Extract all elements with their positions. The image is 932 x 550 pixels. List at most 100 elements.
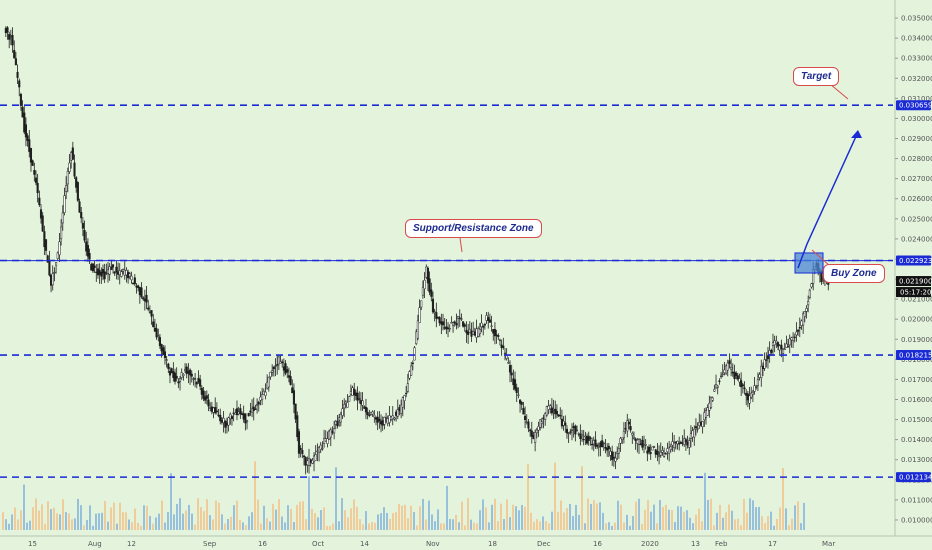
volume-bar <box>401 505 403 530</box>
candle-body <box>274 365 277 367</box>
candle-body <box>793 336 796 339</box>
candle-body <box>569 431 572 433</box>
volume-bar <box>452 519 454 530</box>
volume-bar <box>149 515 151 530</box>
target-callout: Target <box>793 67 840 86</box>
level-label: 0.030659 <box>899 102 932 110</box>
candle-body <box>363 406 366 409</box>
candle-body <box>396 409 399 417</box>
candle-body <box>626 420 629 432</box>
volume-bar <box>518 510 520 530</box>
volume-bar <box>389 518 391 530</box>
volume-bar <box>98 513 100 530</box>
candle-body <box>381 420 384 426</box>
candle-body <box>13 50 16 59</box>
candle-body <box>336 420 339 426</box>
volume-bar <box>266 518 268 530</box>
volume-bar <box>629 525 631 530</box>
candle-body <box>545 406 548 416</box>
volume-bar <box>311 508 313 530</box>
candle-body <box>470 330 473 337</box>
candle-body <box>599 442 602 447</box>
candle-body <box>688 440 691 448</box>
volume-bar <box>95 513 97 530</box>
candle-body <box>465 330 468 334</box>
candle-body <box>639 443 642 445</box>
candle-body <box>101 269 105 274</box>
volume-bar <box>353 499 355 530</box>
candle-body <box>495 334 498 337</box>
volume-bar <box>428 500 430 530</box>
candle-body <box>326 438 329 444</box>
volume-bar <box>47 501 49 530</box>
candle-body <box>460 318 463 320</box>
candle-body <box>755 386 758 388</box>
candle-body <box>242 413 245 420</box>
candle-body <box>735 372 738 376</box>
candle-body <box>572 426 575 428</box>
candle-body <box>261 394 264 400</box>
candle-body <box>580 434 584 437</box>
candle-body <box>23 112 26 133</box>
x-tick-label: Dec <box>537 540 551 548</box>
volume-bar <box>752 500 754 530</box>
volume-bar <box>293 522 295 530</box>
volume-bar <box>68 513 70 530</box>
candle-body <box>671 441 674 446</box>
volume-bar <box>380 513 382 530</box>
volume-bar <box>476 523 478 530</box>
candle-body <box>539 419 542 428</box>
y-tick-label: 0.027000 <box>901 175 932 183</box>
candle-body <box>438 317 441 324</box>
volume-bar <box>794 505 796 530</box>
volume-bar <box>386 512 388 530</box>
volume-bar <box>206 499 208 530</box>
volume-bar <box>662 507 664 530</box>
y-tick-label: 0.028000 <box>901 155 932 163</box>
candle-body <box>354 392 357 396</box>
candle-body <box>480 322 483 328</box>
volume-bar <box>485 507 487 530</box>
candle-body <box>339 414 342 423</box>
volume-bar <box>242 522 244 530</box>
candle-body <box>405 392 408 395</box>
candle-body <box>632 436 636 439</box>
candle-body <box>433 311 436 313</box>
candle-body <box>550 407 553 414</box>
candle-body <box>788 338 791 346</box>
volume-bar <box>44 523 46 530</box>
candle-body <box>314 454 317 461</box>
volume-bar <box>107 521 109 530</box>
volume-bar <box>368 523 370 530</box>
candle-body <box>596 444 599 447</box>
candle-body <box>802 313 805 326</box>
candle-body <box>24 124 27 138</box>
candle-body <box>647 446 651 452</box>
candle-body <box>229 413 232 419</box>
candle-body <box>353 388 356 396</box>
volume-bar <box>776 519 778 530</box>
volume-bar <box>800 523 802 530</box>
candle-body <box>200 387 203 395</box>
candle-body <box>730 366 733 370</box>
candle-body <box>254 408 257 410</box>
candle-body <box>468 328 471 333</box>
volume-bar <box>269 521 271 530</box>
x-tick-label: 15 <box>28 540 37 548</box>
volume-bar <box>419 506 421 530</box>
volume-bar <box>398 504 400 530</box>
candle-body <box>723 369 726 374</box>
y-tick-label: 0.017000 <box>901 376 932 384</box>
x-tick-label: Nov <box>426 540 440 548</box>
candle-body <box>515 387 518 394</box>
volume-bar <box>635 501 637 530</box>
callout-pointer <box>811 249 831 267</box>
candle-body <box>408 371 411 379</box>
volume-bar <box>296 504 298 530</box>
candle-body <box>698 422 701 426</box>
candle-body <box>189 369 192 376</box>
volume-bar <box>587 498 589 530</box>
volume-bar <box>263 505 265 530</box>
candle-body <box>721 373 724 375</box>
candle-body <box>185 366 188 375</box>
